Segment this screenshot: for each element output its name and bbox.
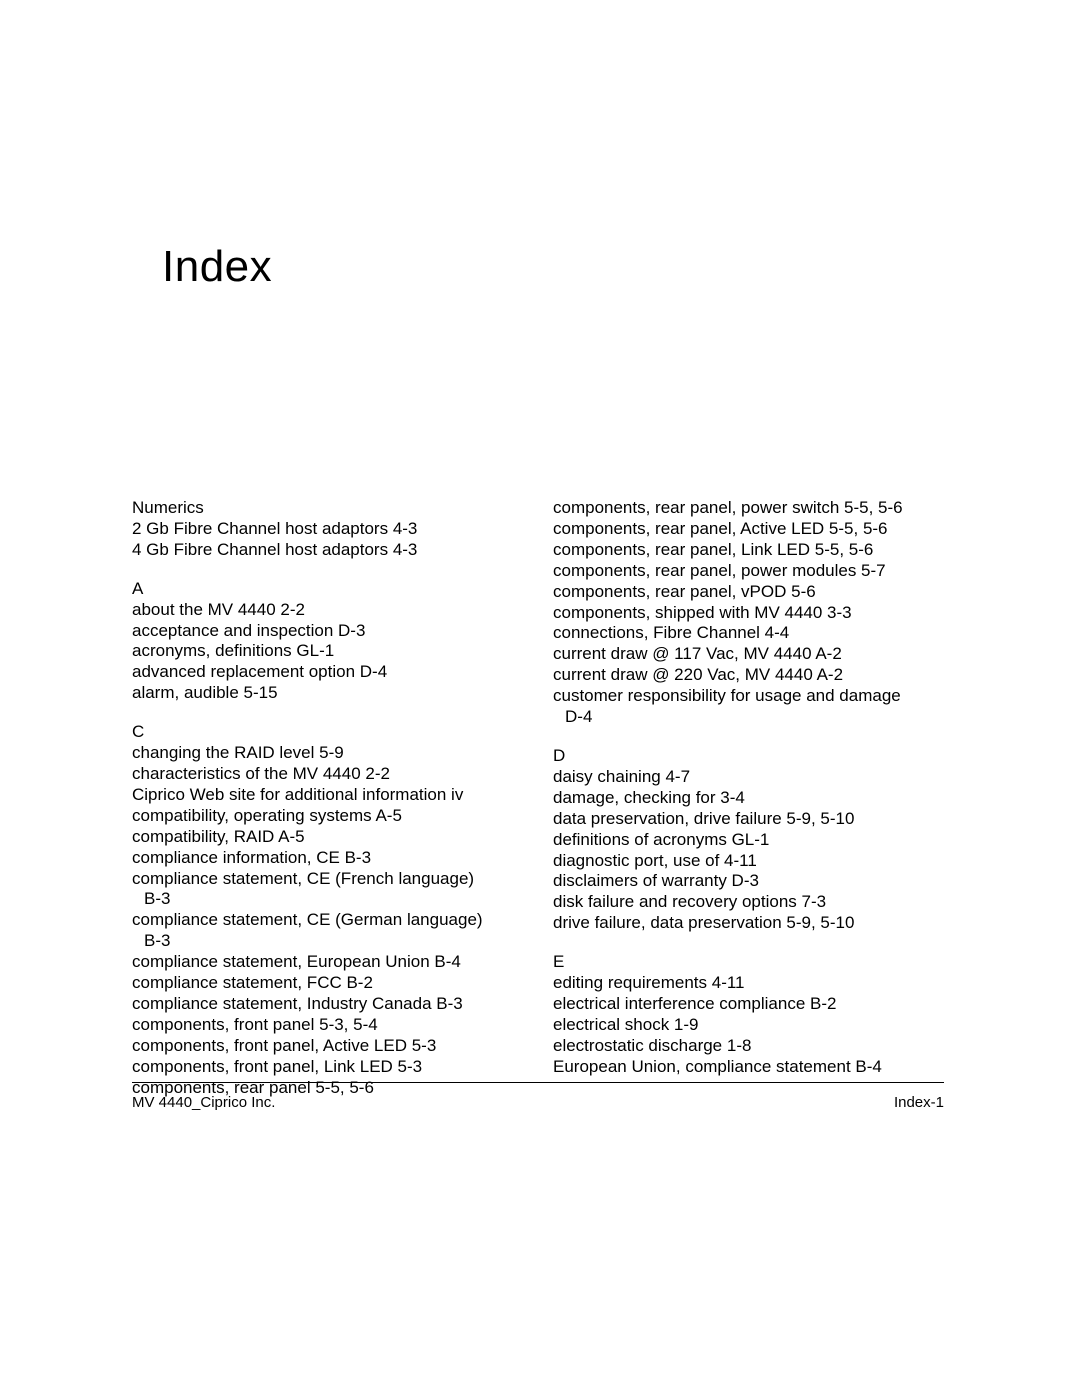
index-group: Numerics2 Gb Fibre Channel host adaptors… (132, 498, 523, 561)
index-entry: current draw @ 220 Vac, MV 4440 A-2 (553, 665, 944, 686)
index-entry: components, rear panel, power switch 5-5… (553, 498, 944, 519)
index-entry: alarm, audible 5-15 (132, 683, 523, 704)
index-entry: data preservation, drive failure 5-9, 5-… (553, 809, 944, 830)
index-entry: compliance statement, FCC B-2 (132, 973, 523, 994)
index-entry: D-4 (553, 707, 944, 728)
index-entry: definitions of acronyms GL-1 (553, 830, 944, 851)
page: Index Numerics2 Gb Fibre Channel host ad… (0, 0, 1080, 1397)
index-columns: Numerics2 Gb Fibre Channel host adaptors… (132, 498, 944, 1116)
index-entry: components, shipped with MV 4440 3-3 (553, 603, 944, 624)
index-entry: daisy chaining 4-7 (553, 767, 944, 788)
index-group: Aabout the MV 4440 2-2acceptance and ins… (132, 579, 523, 704)
index-entry: B-3 (132, 931, 523, 952)
index-entry: acceptance and inspection D-3 (132, 621, 523, 642)
index-entry: compliance statement, CE (German languag… (132, 910, 523, 931)
index-entry: components, rear panel, vPOD 5-6 (553, 582, 944, 603)
index-entry: connections, Fibre Channel 4-4 (553, 623, 944, 644)
index-heading: C (132, 722, 523, 743)
footer-right: Index-1 (894, 1094, 944, 1111)
index-entry: components, front panel, Link LED 5-3 (132, 1057, 523, 1078)
index-entry: advanced replacement option D-4 (132, 662, 523, 683)
index-entry: compliance information, CE B-3 (132, 848, 523, 869)
index-heading: A (132, 579, 523, 600)
index-group: Eediting requirements 4-11electrical int… (553, 952, 944, 1077)
index-entry: components, rear panel, Active LED 5-5, … (553, 519, 944, 540)
index-entry: compliance statement, European Union B-4 (132, 952, 523, 973)
index-entry: disclaimers of warranty D-3 (553, 871, 944, 892)
index-entry: electrical shock 1-9 (553, 1015, 944, 1036)
index-entry: 2 Gb Fibre Channel host adaptors 4-3 (132, 519, 523, 540)
index-entry: characteristics of the MV 4440 2-2 (132, 764, 523, 785)
index-entry: components, front panel, Active LED 5-3 (132, 1036, 523, 1057)
index-heading: D (553, 746, 944, 767)
index-entry: components, rear panel, Link LED 5-5, 5-… (553, 540, 944, 561)
index-entry: drive failure, data preservation 5-9, 5-… (553, 913, 944, 934)
index-entry: compatibility, RAID A-5 (132, 827, 523, 848)
index-entry: diagnostic port, use of 4-11 (553, 851, 944, 872)
index-entry: European Union, compliance statement B-4 (553, 1057, 944, 1078)
index-entry: compliance statement, Industry Canada B-… (132, 994, 523, 1015)
index-entry: about the MV 4440 2-2 (132, 600, 523, 621)
index-entry: compatibility, operating systems A-5 (132, 806, 523, 827)
footer-rule (132, 1082, 944, 1083)
index-entry: changing the RAID level 5-9 (132, 743, 523, 764)
index-entry: components, front panel 5-3, 5-4 (132, 1015, 523, 1036)
index-group: Ddaisy chaining 4-7damage, checking for … (553, 746, 944, 934)
index-entry: 4 Gb Fibre Channel host adaptors 4-3 (132, 540, 523, 561)
index-heading: E (553, 952, 944, 973)
index-entry: Ciprico Web site for additional informat… (132, 785, 523, 806)
index-group: Cchanging the RAID level 5-9characterist… (132, 722, 523, 1098)
index-entry: disk failure and recovery options 7-3 (553, 892, 944, 913)
index-entry: B-3 (132, 889, 523, 910)
index-heading: Numerics (132, 498, 523, 519)
index-entry: editing requirements 4-11 (553, 973, 944, 994)
index-entry: acronyms, definitions GL-1 (132, 641, 523, 662)
left-column: Numerics2 Gb Fibre Channel host adaptors… (132, 498, 523, 1116)
index-entry: current draw @ 117 Vac, MV 4440 A-2 (553, 644, 944, 665)
index-entry: electrical interference compliance B-2 (553, 994, 944, 1015)
index-group: components, rear panel, power switch 5-5… (553, 498, 944, 728)
index-entry: damage, checking for 3-4 (553, 788, 944, 809)
index-entry: electrostatic discharge 1-8 (553, 1036, 944, 1057)
index-entry: customer responsibility for usage and da… (553, 686, 944, 707)
footer: MV 4440_Ciprico Inc. Index-1 (132, 1094, 944, 1111)
page-title: Index (162, 242, 272, 292)
footer-left: MV 4440_Ciprico Inc. (132, 1094, 275, 1111)
index-entry: components, rear panel, power modules 5-… (553, 561, 944, 582)
right-column: components, rear panel, power switch 5-5… (553, 498, 944, 1116)
index-entry: compliance statement, CE (French languag… (132, 869, 523, 890)
